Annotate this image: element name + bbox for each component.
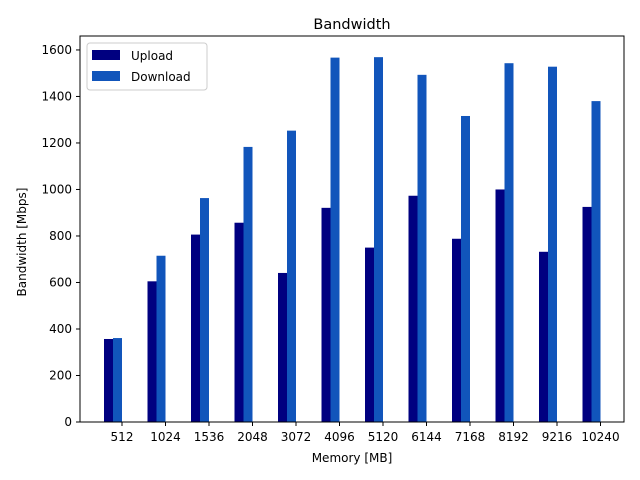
y-axis-label: Bandwidth [Mbps] [15, 188, 29, 297]
y-tick-label: 1600 [41, 43, 72, 57]
bar-download-512 [113, 338, 122, 422]
x-tick-label: 2048 [237, 430, 268, 444]
y-tick-label: 400 [49, 322, 72, 336]
x-tick-label: 9216 [542, 430, 573, 444]
bar-upload-3072 [278, 272, 287, 422]
bar-download-3072 [287, 130, 296, 422]
x-tick-label: 10240 [581, 430, 619, 444]
legend-label-download: Download [131, 70, 191, 84]
bars-group [104, 57, 601, 423]
x-tick-label: 1536 [194, 430, 225, 444]
y-tick-label: 0 [64, 415, 72, 429]
x-axis-label: Memory [MB] [312, 451, 393, 465]
x-tick-label: 1024 [150, 430, 181, 444]
bar-download-4096 [330, 57, 340, 422]
bar-download-1024 [156, 255, 166, 422]
plot-frame [79, 35, 625, 423]
x-tick-label: 8192 [498, 430, 529, 444]
y-tick-label: 1400 [41, 89, 72, 103]
y-tick-label: 800 [49, 229, 72, 243]
legend-swatch-upload [92, 50, 120, 60]
bar-download-8192 [504, 63, 514, 422]
y-tick-label: 600 [49, 275, 72, 289]
bar-download-7168 [461, 115, 470, 423]
x-tick-label: 3072 [281, 430, 312, 444]
bar-upload-8192 [495, 189, 505, 422]
bar-upload-9216 [539, 251, 548, 422]
x-tick-label: 6144 [411, 430, 442, 444]
axes-group: 0 200 400 600 800 1000 1200 1400 1600 512 1024 1536… [41, 35, 625, 444]
bar-download-9216 [548, 66, 557, 423]
bar-download-5120 [374, 57, 383, 422]
bar-upload-7168 [452, 238, 461, 422]
x-tick-label: 512 [111, 430, 134, 444]
legend-label-upload: Upload [131, 49, 173, 63]
legend-swatch-download [92, 71, 120, 81]
bar-download-6144 [417, 74, 427, 423]
bar-upload-4096 [321, 207, 331, 422]
bar-download-2048 [243, 146, 253, 422]
bar-upload-5120 [365, 247, 374, 422]
x-tick-label: 7168 [455, 430, 486, 444]
legend: Upload Download [86, 42, 208, 91]
x-tick-label: 4096 [324, 430, 355, 444]
bar-upload-1536 [191, 234, 200, 422]
bar-upload-1024 [147, 281, 157, 422]
bar-upload-512 [104, 338, 113, 422]
chart-title: Bandwidth [313, 17, 390, 33]
y-tick-label: 200 [49, 368, 72, 382]
bar-upload-2048 [234, 222, 244, 422]
bar-upload-10240 [582, 206, 592, 422]
x-tick-label: 5120 [368, 430, 399, 444]
bar-download-1536 [200, 198, 209, 422]
y-tick-label: 1200 [41, 136, 72, 150]
bar-upload-6144 [408, 195, 418, 422]
y-tick-label: 1000 [41, 182, 72, 196]
bar-download-10240 [591, 101, 601, 423]
